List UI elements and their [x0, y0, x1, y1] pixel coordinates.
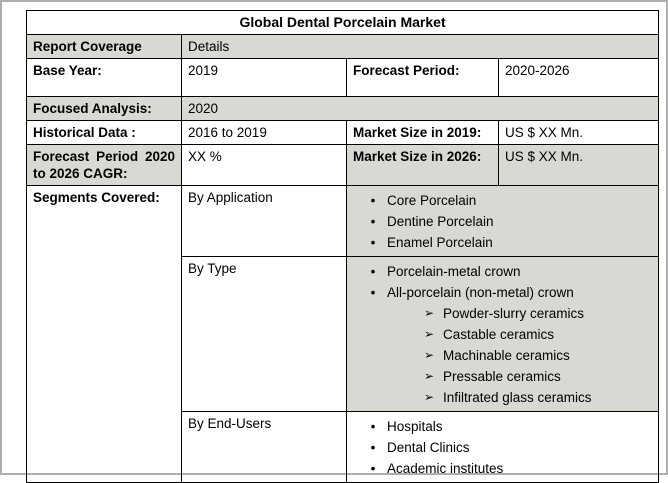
segments-covered-label: Segments Covered: — [26, 185, 182, 483]
historical-data-label: Historical Data : — [26, 120, 182, 145]
segment-subitem-label: Machinable ceramics — [443, 348, 570, 363]
forecast-period-label: Forecast Period: — [346, 58, 499, 97]
base-year-value: 2019 — [181, 58, 347, 97]
list-item: ➢ Pressable ceramics — [353, 366, 652, 387]
list-item: • Dentine Porcelain — [353, 211, 652, 232]
segment-group-type: By Type — [181, 256, 347, 412]
segment-item-label: Dentine Porcelain — [387, 214, 494, 229]
list-item: ➢ Machinable ceramics — [353, 345, 652, 366]
list-item: • Dental Clinics — [353, 437, 652, 458]
base-year-row: Base Year: 2019 Forecast Period: 2020-20… — [26, 58, 660, 97]
bullet-icon: • — [370, 214, 376, 229]
segment-item-label: All-porcelain (non-metal) crown — [387, 285, 574, 300]
segment-item-label: Hospitals — [387, 419, 443, 434]
arrow-bullet-icon: ➢ — [423, 327, 435, 341]
list-item: • Hospitals — [353, 416, 652, 437]
historical-data-row: Historical Data : 2016 to 2019 Market Si… — [26, 120, 660, 145]
arrow-bullet-icon: ➢ — [423, 306, 435, 320]
bullet-list: • Porcelain-metal crown • All-porcelain … — [353, 260, 652, 408]
list-item: • Core Porcelain — [353, 190, 652, 211]
cagr-label: Forecast Period 2020 to 2026 CAGR: — [26, 144, 182, 186]
segment-type-items: • Porcelain-metal crown • All-porcelain … — [345, 256, 660, 412]
market-size-2019-label: Market Size in 2019: — [346, 120, 499, 145]
bullet-icon: • — [370, 285, 376, 300]
list-item: • Academic institutes — [353, 458, 652, 479]
segments-endusers-row: By End-Users • Hospitals • Dental Clinic… — [27, 411, 660, 483]
list-item: ➢ Infiltrated glass ceramics — [353, 387, 652, 408]
report-coverage-row: Report Coverage Details — [26, 34, 660, 59]
segment-subitem-label: Pressable ceramics — [443, 369, 561, 384]
segment-item-label: Dental Clinics — [387, 440, 470, 455]
market-size-2026-value: US $ XX Mn. — [497, 144, 660, 186]
forecast-period-value: 2020-2026 — [497, 58, 660, 97]
arrow-bullet-icon: ➢ — [423, 369, 435, 383]
list-item: ➢ Powder-slurry ceramics — [353, 303, 652, 324]
focused-analysis-value: 2020 — [180, 96, 660, 121]
market-size-2019-value: US $ XX Mn. — [497, 120, 660, 145]
base-year-label: Base Year: — [26, 58, 182, 97]
bullet-icon: • — [370, 193, 376, 208]
segment-subitem-label: Powder-slurry ceramics — [443, 306, 585, 321]
arrow-bullet-icon: ➢ — [423, 348, 435, 362]
segment-group-application: By Application — [181, 185, 347, 257]
list-item: • Porcelain-metal crown — [353, 261, 652, 282]
segment-subitem-label: Infiltrated glass ceramics — [443, 390, 592, 405]
segment-subitem-label: Castable ceramics — [443, 327, 555, 342]
historical-data-value: 2016 to 2019 — [181, 120, 347, 145]
focused-analysis-row: Focused Analysis: 2020 — [26, 96, 660, 121]
report-coverage-label: Report Coverage — [26, 34, 182, 59]
segments-application-row: Segments Covered: By Application • Core … — [26, 185, 660, 483]
list-item: • Enamel Porcelain — [353, 232, 652, 253]
bullet-icon: • — [370, 461, 376, 476]
title-row: Global Dental Porcelain Market — [25, 10, 660, 35]
bullet-icon: • — [370, 235, 376, 250]
segment-item-label: Porcelain-metal crown — [387, 264, 521, 279]
list-item: • All-porcelain (non-metal) crown — [353, 282, 652, 303]
bullet-icon: • — [370, 440, 376, 455]
list-item: ➢ Castable ceramics — [353, 324, 652, 345]
segment-group-endusers: By End-Users — [181, 411, 347, 483]
bullet-list: • Core Porcelain • Dentine Porcelain • E… — [353, 189, 652, 253]
bullet-icon: • — [370, 264, 376, 279]
market-report-table: Global Dental Porcelain Market Report Co… — [25, 10, 660, 483]
report-coverage-value: Details — [180, 34, 660, 59]
market-size-2026-label: Market Size in 2026: — [346, 144, 499, 186]
segment-item-label: Academic institutes — [387, 461, 504, 476]
segment-application-items: • Core Porcelain • Dentine Porcelain • E… — [345, 185, 660, 257]
focused-analysis-label: Focused Analysis: — [26, 96, 182, 121]
table-title: Global Dental Porcelain Market — [25, 10, 660, 35]
bullet-list: • Hospitals • Dental Clinics • Academic … — [353, 415, 652, 479]
arrow-bullet-icon: ➢ — [423, 390, 435, 404]
cagr-value: XX % — [181, 144, 347, 186]
segment-item-label: Core Porcelain — [387, 193, 477, 208]
bullet-icon: • — [370, 419, 376, 434]
segments-type-row: By Type • Porcelain-metal crown • All-po… — [27, 256, 660, 412]
segment-item-label: Enamel Porcelain — [387, 235, 493, 250]
cagr-row: Forecast Period 2020 to 2026 CAGR: XX % … — [26, 144, 660, 186]
segment-endusers-items: • Hospitals • Dental Clinics • Academic … — [345, 411, 660, 483]
